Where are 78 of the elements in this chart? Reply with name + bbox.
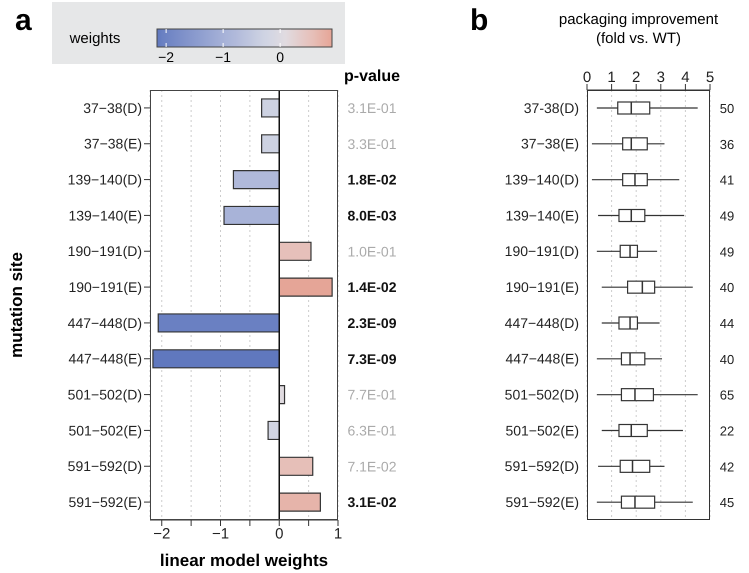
bar [261, 98, 280, 118]
text: 40 [720, 280, 734, 296]
text: 22 [720, 423, 734, 438]
text: 3.1E-01 [347, 100, 397, 116]
bar [278, 456, 314, 476]
y-tick-label: 37-38(D) [524, 100, 579, 116]
x-axis-title: packaging improvement (fold vs. WT) [558, 11, 719, 47]
text: 8.0E-03 [347, 207, 397, 224]
chart-title: b [470, 4, 488, 37]
y-tick-label: 139−140(E) [68, 207, 142, 224]
text: 3.3E-01 [347, 136, 397, 152]
color-bar-title: weights [68, 30, 120, 47]
text: 41 [720, 172, 734, 188]
y-tick-label: 190−191(D) [504, 243, 579, 260]
y-tick-label: 501−502(E) [68, 422, 142, 438]
text: p-value [344, 68, 400, 85]
text: 65 [720, 388, 734, 403]
y-tick-label: 501−502(E) [505, 422, 579, 438]
x-tick-label: 5 [706, 69, 714, 86]
y-tick-label: 447−448(D) [504, 314, 579, 331]
y-tick-label: 190−191(E) [505, 279, 579, 296]
text: 42 [720, 459, 734, 474]
x-tick-label: 4 [681, 69, 690, 86]
y-tick-label: 37−38(E) [84, 136, 142, 152]
text: 1.4E-02 [347, 279, 397, 296]
x-tick-label: 1 [607, 69, 616, 86]
y-tick-label: 447−448(E) [505, 350, 579, 367]
bar [278, 242, 312, 261]
y-tick-label: 447−448(E) [68, 350, 142, 367]
y-tick-label: 591−592(E) [68, 494, 142, 510]
text: 7.1E-02 [347, 458, 397, 474]
text: 49 [720, 244, 734, 260]
y-tick-label: 501−502(D) [504, 386, 579, 403]
bar [152, 349, 280, 368]
y-tick-label: 190−191(D) [68, 243, 142, 260]
x-tick-label: 2 [632, 69, 640, 86]
y-tick-label: 501−502(D) [68, 386, 142, 403]
text: 1.0E-01 [347, 243, 397, 260]
text: 40 [720, 352, 734, 367]
text: 44 [720, 316, 734, 331]
text: 45 [720, 495, 734, 510]
bar [223, 206, 280, 226]
x-tick-label: 0 [582, 69, 592, 86]
bar [158, 313, 280, 333]
text: 6.3E-01 [347, 422, 397, 438]
text: 49 [720, 208, 734, 224]
y-tick-label: 139−140(D) [68, 172, 142, 188]
text: 7.7E-01 [347, 386, 397, 403]
y-tick-label: 139−140(D) [504, 172, 579, 188]
x-tick-label: 1 [334, 526, 342, 543]
y-tick-label: 37−38(E) [521, 136, 579, 152]
x-tick-label: 0 [275, 526, 284, 543]
bar [261, 134, 280, 154]
text: 1.8E-02 [347, 172, 397, 188]
y-tick-label: 447−448(D) [68, 314, 142, 331]
text: 2.3E-09 [347, 314, 397, 331]
y-tick-label: 37−38(D) [83, 100, 142, 116]
bar [278, 492, 321, 512]
color-bar-label: −2 [158, 49, 174, 65]
x-tick-label: −1 [212, 526, 230, 543]
text: 7.3E-09 [347, 350, 397, 367]
color-bar-label: −1 [215, 49, 232, 65]
x-axis-title: linear model weights [160, 551, 328, 570]
y-tick-label: 591−592(D) [504, 458, 579, 474]
bar [278, 278, 333, 297]
text: 50 [720, 100, 734, 116]
bar [232, 170, 280, 190]
y-axis-title: mutation site [7, 252, 26, 358]
color-bar-label: 0 [276, 49, 284, 65]
x-tick-label: −2 [153, 526, 170, 543]
x-tick-label: 3 [656, 69, 665, 86]
text: 3.1E-02 [347, 494, 397, 510]
text: 36 [720, 136, 734, 152]
y-tick-label: 190−191(E) [68, 279, 142, 296]
y-tick-label: 591−592(D) [68, 458, 142, 474]
chart-title: a [15, 4, 32, 37]
y-tick-label: 139−140(E) [505, 207, 579, 224]
y-tick-label: 591−592(E) [505, 494, 579, 510]
